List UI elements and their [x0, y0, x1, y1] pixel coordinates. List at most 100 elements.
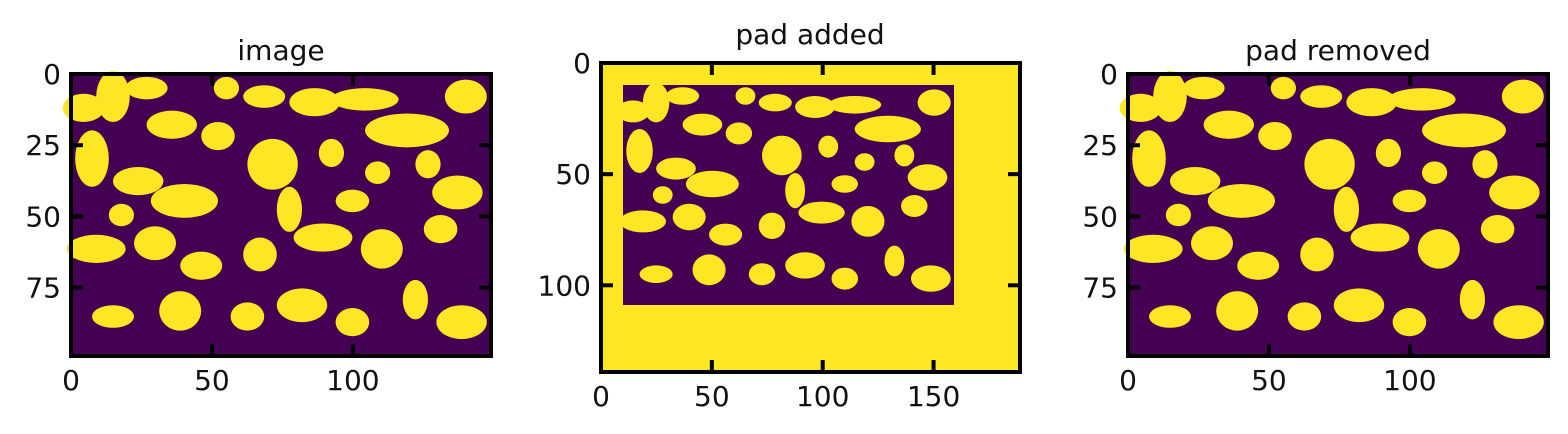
- y-tick-label: 75: [1082, 272, 1118, 305]
- x-tick-label: 100: [326, 364, 379, 397]
- blob-pad-added: [907, 164, 948, 191]
- blob-pad-removed: [1207, 183, 1275, 218]
- blob-pad-removed: [1350, 223, 1410, 252]
- blob-pad-removed: [1501, 79, 1544, 114]
- blob-pad-added: [917, 89, 951, 116]
- blob-pad-removed: [1237, 251, 1280, 280]
- x-tick-label: 0: [592, 380, 610, 413]
- blob-image: [432, 175, 483, 210]
- blob-pad-removed: [1300, 237, 1334, 272]
- blob-image: [423, 215, 458, 244]
- blob-pad-added: [798, 201, 845, 224]
- blob-image: [96, 71, 130, 122]
- blob-pad-added: [901, 195, 928, 217]
- blob-image: [243, 237, 277, 272]
- blob-image: [318, 138, 344, 168]
- x-tick-label: 0: [1119, 364, 1137, 397]
- blob-image: [113, 167, 164, 196]
- y-tick-label: 0: [43, 58, 61, 91]
- blob-pad-added: [748, 263, 776, 286]
- blob-pad-added: [831, 267, 859, 290]
- y-tick-label: 0: [1100, 58, 1118, 91]
- blob-pad-removed: [1375, 138, 1401, 168]
- blob-image: [92, 305, 134, 328]
- blob-image: [150, 183, 218, 218]
- blob-pad-removed: [1153, 71, 1187, 122]
- blob-pad-removed: [1493, 305, 1544, 340]
- blob-pad-added: [884, 245, 905, 277]
- blob-pad-removed: [1132, 130, 1166, 187]
- blob-pad-removed: [1300, 85, 1343, 108]
- y-tick-label: 25: [25, 129, 61, 162]
- blob-pad-removed: [1459, 279, 1485, 320]
- blob-image: [402, 279, 428, 320]
- blob-pad-removed: [1165, 203, 1191, 227]
- blob-pad-added: [709, 223, 743, 246]
- blobs-pad-added: [616, 82, 951, 292]
- blob-pad-removed: [1270, 76, 1296, 100]
- blob-image: [62, 93, 105, 122]
- blob-pad-removed: [1333, 288, 1385, 323]
- blob-pad-removed: [1417, 229, 1460, 269]
- blob-pad-removed: [1472, 150, 1498, 179]
- blob-image: [289, 88, 340, 117]
- blob-pad-added: [854, 115, 921, 143]
- x-tick-label: 150: [907, 380, 960, 413]
- blob-pad-removed: [1149, 305, 1191, 328]
- blob-image: [146, 110, 197, 139]
- blob-pad-removed: [1287, 302, 1322, 331]
- blob-pad-added: [851, 206, 885, 237]
- blob-pad-added: [692, 254, 726, 286]
- blob-pad-removed: [1123, 234, 1183, 263]
- blob-pad-removed: [1203, 110, 1255, 139]
- blob-pad-added: [785, 252, 825, 279]
- blob-pad-added: [642, 82, 670, 123]
- y-tick-label: 75: [25, 272, 61, 305]
- blob-pad-added: [666, 87, 700, 105]
- blob-pad-removed: [1489, 175, 1540, 210]
- blob-pad-added: [639, 265, 673, 284]
- x-tick-label: 100: [796, 380, 849, 413]
- blob-pad-removed: [1392, 189, 1427, 213]
- blob-pad-added: [894, 144, 915, 167]
- blob-image: [134, 226, 176, 261]
- blob-pad-removed: [1346, 88, 1397, 117]
- blob-image: [365, 161, 391, 184]
- blob-image: [125, 76, 168, 100]
- blob-pad-removed: [1191, 226, 1233, 261]
- x-tick-label: 100: [1383, 364, 1436, 397]
- x-tick-label: 50: [1251, 364, 1287, 397]
- blob-pad-added: [910, 265, 951, 292]
- blob-image: [436, 305, 487, 340]
- x-tick-label: 50: [194, 364, 230, 397]
- blob-image: [444, 79, 487, 114]
- chart-title-image: image: [237, 34, 325, 67]
- chart-title-pad-added: pad added: [735, 18, 885, 51]
- blob-image: [243, 85, 286, 108]
- blob-pad-added: [795, 96, 835, 118]
- blob-pad-removed: [1480, 215, 1515, 244]
- blob-image: [201, 121, 235, 151]
- blob-pad-removed: [1170, 167, 1221, 196]
- blob-pad-added: [828, 96, 882, 114]
- blob-pad-added: [619, 210, 667, 233]
- blob-pad-added: [758, 93, 792, 112]
- y-tick-label: 50: [25, 200, 61, 233]
- blob-pad-removed: [1304, 138, 1355, 190]
- blob-image: [159, 291, 202, 331]
- blob-pad-added: [758, 212, 786, 239]
- x-tick-label: 0: [62, 364, 80, 397]
- blob-image: [230, 302, 265, 331]
- blob-pad-removed: [1216, 291, 1259, 331]
- plot-frame-pad-added: [599, 61, 1022, 374]
- blob-image: [415, 150, 441, 179]
- blob-image: [335, 189, 370, 213]
- y-tick-label: 25: [1082, 129, 1118, 162]
- blob-image: [66, 234, 126, 263]
- blob-image: [365, 113, 449, 148]
- blob-pad-added: [652, 186, 673, 204]
- blob-image: [331, 88, 399, 111]
- blob-pad-added: [682, 113, 723, 136]
